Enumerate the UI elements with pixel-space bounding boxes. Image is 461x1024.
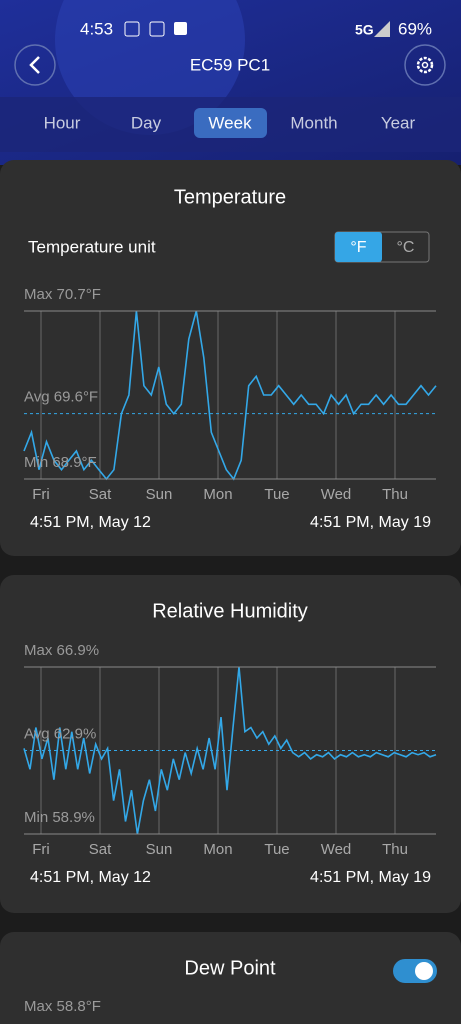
tab[interactable]: Hour [44,113,81,132]
day-label: Sat [89,841,112,858]
back-button[interactable] [14,44,56,86]
y-tick-label: Min 58.9% [24,809,95,826]
day-label: Thu [382,841,408,858]
y-tick-label: Avg 69.6°F [24,389,98,406]
card-title: Relative Humidity [152,600,308,622]
y-tick-label: Avg 62.9% [24,725,96,742]
unit-option[interactable]: °C [397,239,415,256]
start-date: 4:51 PM, May 12 [30,514,151,531]
y-tick-label: Max 70.7°F [24,286,101,303]
humidity-card [0,575,461,913]
data-line [23,666,437,835]
signal-icon [374,21,390,37]
data-line [23,310,437,481]
max-label: Max 58.8°F [24,998,101,1015]
unit-option-selected[interactable] [335,232,382,262]
day-label: Thu [382,486,408,503]
status-network: 5G [355,22,374,38]
day-label: Fri [32,841,50,858]
header-title: EC59 PC1 [190,55,270,74]
start-date: 4:51 PM, May 12 [30,869,151,886]
day-label: Fri [32,486,50,503]
tab[interactable]: Week [208,113,252,132]
day-label: Wed [321,486,352,503]
tab-selected[interactable] [194,108,267,138]
status-icon [149,21,165,37]
day-label: Mon [203,841,232,858]
unit-label: Temperature unit [28,237,156,256]
toggle-knob[interactable] [415,962,433,980]
status-battery: 69% [398,19,432,38]
day-label: Wed [321,841,352,858]
y-tick-label: Min 68.9°F [24,454,97,471]
settings-button[interactable] [404,44,446,86]
tab[interactable]: Month [290,113,337,132]
day-label: Tue [264,486,289,503]
unit-option[interactable]: °F [350,239,366,256]
status-icon [124,21,140,37]
card-title: Dew Point [184,957,276,979]
status-icon [174,22,187,35]
end-date: 4:51 PM, May 19 [310,514,431,531]
status-time: 4:53 [80,19,113,38]
tab[interactable]: Day [131,113,162,132]
y-tick-label: Max 66.9% [24,642,99,659]
dew-point-card [0,932,461,1024]
card-title: Temperature [174,186,286,208]
day-label: Sun [146,841,173,858]
tab[interactable]: Year [381,113,416,132]
day-label: Sat [89,486,112,503]
day-label: Tue [264,841,289,858]
end-date: 4:51 PM, May 19 [310,869,431,886]
day-label: Mon [203,486,232,503]
day-label: Sun [146,486,173,503]
